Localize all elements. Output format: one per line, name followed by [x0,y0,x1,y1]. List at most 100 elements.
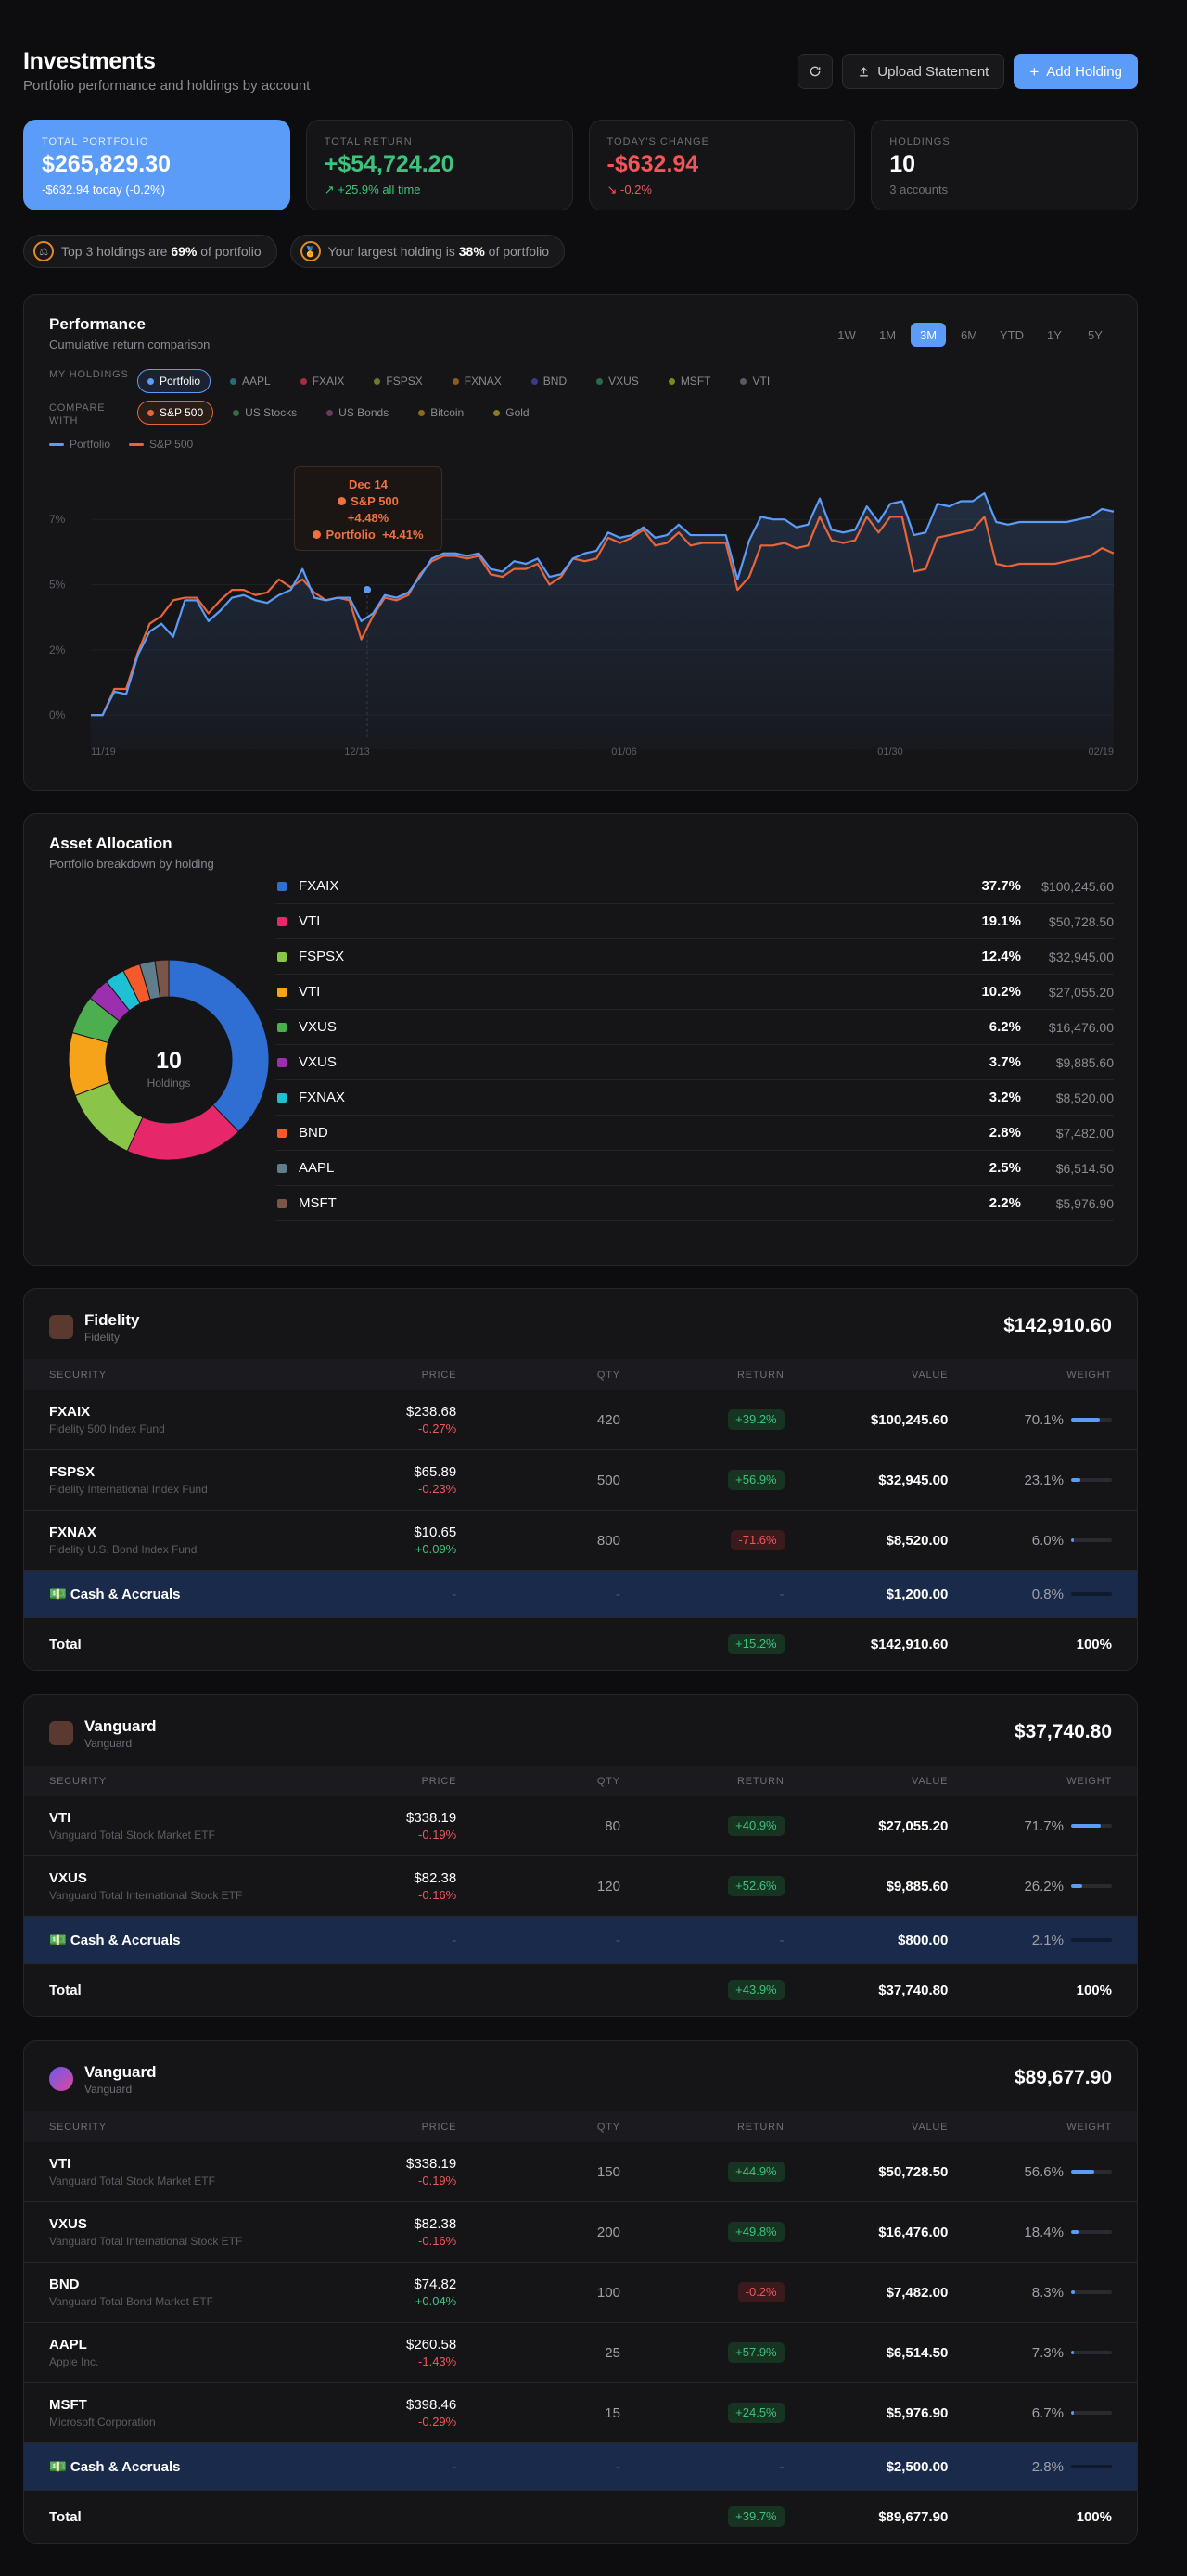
allocation-row[interactable]: FXNAX 3.2% $8,520.00 [275,1080,1114,1116]
allocation-row[interactable]: AAPL 2.5% $6,514.50 [275,1151,1114,1186]
column-header-price[interactable]: Price [421,1775,457,1787]
table-row[interactable]: BND Vanguard Total Bond Market ETF $74.82 +… [24,2263,1137,2323]
chip-portfolio[interactable]: Portfolio [137,369,211,393]
column-header-price[interactable]: Price [421,2121,457,2133]
allocation-row[interactable]: BND 2.8% $7,482.00 [275,1116,1114,1151]
chip-vxus[interactable]: VXUS [586,369,649,393]
table-row[interactable]: FSPSX Fidelity International Index Fund $6… [24,1450,1137,1511]
column-header-return[interactable]: Return [736,1775,785,1787]
column-header-security[interactable]: Security [49,1775,108,1787]
insight-pill-top-holdings[interactable]: ⚖ Top 3 holdings are 69% of portfolio [23,235,277,268]
cash-row[interactable]: 💵 Cash & Accruals - - - $800.00 2.1% [24,1917,1137,1964]
cash-price-empty: - [452,2458,457,2475]
table-row[interactable]: AAPL Apple Inc. $260.58 -1.43% 25 +57.9% $6,51… [24,2323,1137,2383]
column-header-return[interactable]: Return [736,1369,785,1381]
allocation-amount: $7,482.00 [1055,1125,1114,1141]
value-cell: $50,728.50 [878,2163,949,2180]
chip-gold[interactable]: Gold [483,401,539,425]
column-header-qty[interactable]: Qty [596,2121,620,2133]
chip-vti[interactable]: VTI [730,369,780,393]
security-symbol: VTI [49,1810,71,1826]
column-header-return[interactable]: Return [736,2121,785,2133]
allocation-row[interactable]: VXUS 3.7% $9,885.60 [275,1045,1114,1080]
chip-aapl[interactable]: AAPL [220,369,281,393]
security-symbol: VXUS [49,1870,87,1886]
security-cell: VXUS Vanguard Total International Stock E… [49,1870,354,1902]
upload-statement-button[interactable]: Upload Statement [842,54,1005,89]
table-row[interactable]: VTI Vanguard Total Stock Market ETF $338.1… [24,2142,1137,2202]
column-header-weight[interactable]: Weight [1066,1775,1112,1787]
allocation-row[interactable]: FXAIX 37.7% $100,245.60 [275,869,1114,904]
column-header-qty[interactable]: Qty [596,1369,620,1381]
range-3m[interactable]: 3M [911,323,946,347]
chip-fspsx[interactable]: FSPSX [364,369,432,393]
stat-value: 10 [889,151,916,177]
column-header-weight[interactable]: Weight [1066,1369,1112,1381]
add-holding-button[interactable]: + Add Holding [1014,54,1138,89]
qty-cell: 200 [596,2224,620,2240]
chip-fxnax[interactable]: FXNAX [442,369,512,393]
table-row[interactable]: VXUS Vanguard Total International Stock E… [24,1856,1137,1917]
account-header[interactable]: Vanguard Vanguard $89,677.90 [24,2041,1137,2111]
range-5y[interactable]: 5Y [1088,327,1103,342]
table-row[interactable]: FXNAX Fidelity U.S. Bond Index Fund $10.65… [24,1511,1137,1571]
chip-s-p-500[interactable]: S&P 500 [137,401,214,425]
return-badge: +40.9% [728,1816,785,1836]
chip-fxaix[interactable]: FXAIX [290,369,355,393]
range-ytd[interactable]: YTD [1000,327,1024,342]
chip-us-stocks[interactable]: US Stocks [223,401,307,425]
allocation-swatch [277,987,287,997]
weight-bar-fill [1070,2351,1075,2354]
legend-item: Portfolio [49,438,110,451]
table-row[interactable]: VTI Vanguard Total Stock Market ETF $338.1… [24,1796,1137,1856]
allocation-row[interactable]: FSPSX 12.4% $32,945.00 [275,939,1114,975]
allocation-row[interactable]: VTI 10.2% $27,055.20 [275,975,1114,1010]
column-header-security[interactable]: Security [49,2121,108,2133]
return-badge: -0.2% [737,2282,785,2302]
allocation-row[interactable]: VTI 19.1% $50,728.50 [275,904,1114,939]
allocation-row[interactable]: MSFT 2.2% $5,976.90 [275,1186,1114,1221]
weight-bar-fill [1070,2230,1079,2234]
column-header-weight[interactable]: Weight [1066,2121,1112,2133]
column-header-qty[interactable]: Qty [596,1775,620,1787]
price-cell: $10.65 +0.09% [354,1524,456,1556]
chip-label: FXAIX [312,375,345,388]
donut-slice-fxaix[interactable] [168,959,270,1133]
weight-value: 70.1% [1024,1411,1064,1428]
cash-row[interactable]: 💵 Cash & Accruals - - - $1,200.00 0.8% [24,1571,1137,1618]
insight-pill-largest-holding[interactable]: 🏅 Your largest holding is 38% of portfol… [289,235,566,268]
total-return-cell: +39.7% [620,2506,785,2527]
table-row[interactable]: VXUS Vanguard Total International Stock E… [24,2202,1137,2263]
refresh-button[interactable] [798,54,834,89]
chip-bitcoin[interactable]: Bitcoin [408,401,474,425]
range-6m[interactable]: 6M [960,327,978,342]
chip-bnd[interactable]: BND [521,369,577,393]
stat-note: ↗ +25.9% all time [324,183,421,197]
security-description: Vanguard Total International Stock ETF [49,1889,243,1902]
chip-msft[interactable]: MSFT [658,369,721,393]
total-row: Total +15.2% $142,910.60 100% [24,1618,1137,1670]
account-header[interactable]: Vanguard Vanguard $37,740.80 [24,1695,1137,1766]
return-cell: +39.2% [620,1409,785,1430]
column-header-security[interactable]: Security [49,1369,108,1381]
allocation-row[interactable]: VXUS 6.2% $16,476.00 [275,1010,1114,1045]
donut-slice-msft[interactable] [154,959,170,999]
allocation-pct: 37.7% [981,878,1021,894]
table-row[interactable]: MSFT Microsoft Corporation $398.46 -0.29% 15… [24,2383,1137,2443]
range-1y[interactable]: 1Y [1047,327,1062,342]
column-header-value[interactable]: Value [912,2121,949,2133]
column-header-value[interactable]: Value [912,1369,949,1381]
column-header-price[interactable]: Price [421,1369,457,1381]
cash-weight: 2.1% [1031,1932,1064,1948]
chip-dot [230,377,237,385]
cash-row[interactable]: 💵 Cash & Accruals - - - $2,500.00 2.8% [24,2443,1137,2491]
range-1w[interactable]: 1W [837,327,856,342]
total-return-cell: +15.2% [620,1634,785,1654]
range-1m[interactable]: 1M [878,327,897,342]
column-header-value[interactable]: Value [912,1775,949,1787]
chip-us-bonds[interactable]: US Bonds [316,401,399,425]
return-badge: +44.9% [728,2162,785,2182]
price-change: -0.19% [418,1828,457,1842]
account-header[interactable]: Fidelity Fidelity $142,910.60 [24,1289,1137,1359]
table-row[interactable]: FXAIX Fidelity 500 Index Fund $238.68 -0.27… [24,1390,1137,1450]
